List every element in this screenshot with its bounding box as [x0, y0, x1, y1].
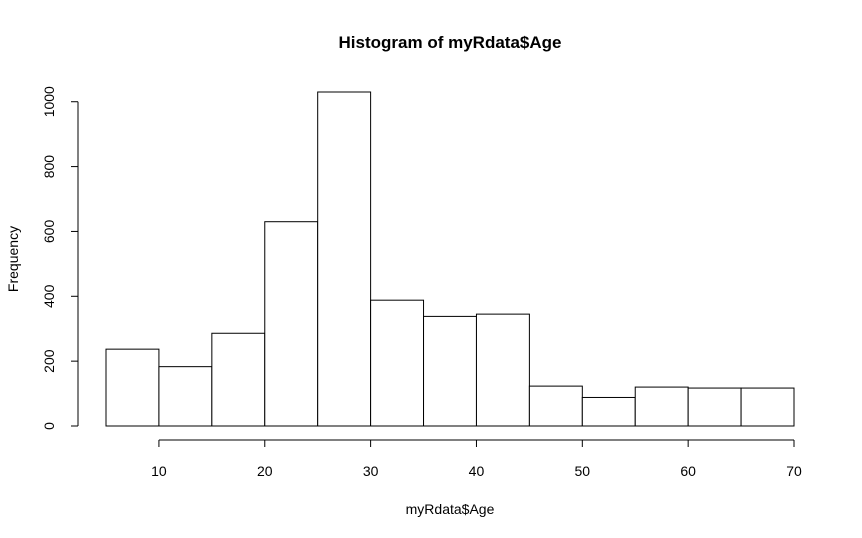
histogram-bar-7	[475, 313, 530, 427]
x-tick-label-3: 40	[469, 463, 485, 479]
histogram-bar-6	[423, 315, 477, 427]
histogram-bar-11	[687, 387, 742, 427]
histogram-bar-8	[528, 385, 583, 427]
y-tick-label-1: 200	[41, 349, 57, 373]
x-tick-label-0: 10	[151, 463, 167, 479]
histogram-bar-10	[634, 386, 689, 427]
x-tick-label-4: 50	[575, 463, 591, 479]
histogram-bar-0	[105, 348, 160, 427]
histogram-bar-4	[317, 91, 372, 427]
chart-title: Histogram of myRdata$Age	[339, 33, 562, 52]
x-tick-label-5: 60	[680, 463, 696, 479]
histogram-bar-3	[264, 221, 319, 427]
y-tick-label-0: 0	[41, 422, 57, 430]
y-axis-label: Frequency	[5, 226, 21, 292]
histogram-bar-9	[581, 396, 636, 427]
histogram-bar-2	[211, 332, 266, 427]
bars-group	[105, 91, 795, 427]
x-tick-label-6: 70	[786, 463, 802, 479]
y-axis: 0 200 400 600 800 1000	[41, 86, 79, 430]
histogram-bar-5	[370, 299, 425, 427]
histogram-bar-1	[158, 366, 213, 427]
x-axis: 10 20 30 40 50 60 70	[151, 439, 802, 479]
x-tick-label-1: 20	[257, 463, 273, 479]
x-tick-label-2: 30	[363, 463, 379, 479]
y-tick-label-2: 400	[41, 284, 57, 308]
histogram-bar-12	[740, 387, 795, 427]
x-axis-label: myRdata$Age	[406, 501, 495, 517]
y-tick-label-3: 600	[41, 220, 57, 244]
y-tick-label-4: 800	[41, 155, 57, 179]
y-tick-label-5: 1000	[41, 86, 57, 117]
